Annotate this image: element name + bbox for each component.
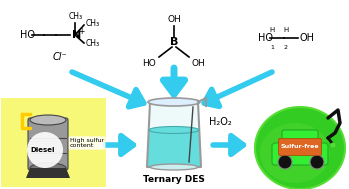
Text: H: H <box>269 27 275 33</box>
Text: 2: 2 <box>284 45 288 50</box>
FancyBboxPatch shape <box>279 139 321 156</box>
Text: CH₃: CH₃ <box>69 12 83 21</box>
Text: +: + <box>78 26 84 36</box>
Text: 1: 1 <box>270 45 274 50</box>
Text: HO: HO <box>258 33 273 43</box>
Text: High sulfur
content: High sulfur content <box>70 138 104 148</box>
Ellipse shape <box>30 163 66 173</box>
Circle shape <box>278 155 292 169</box>
Ellipse shape <box>150 164 198 170</box>
Text: OH: OH <box>300 33 315 43</box>
Text: H₂O₂: H₂O₂ <box>209 117 232 127</box>
Circle shape <box>27 132 63 168</box>
FancyBboxPatch shape <box>272 143 328 165</box>
Text: Sulfur-free: Sulfur-free <box>281 145 319 149</box>
Text: Ternary DES: Ternary DES <box>143 175 205 184</box>
Ellipse shape <box>148 98 200 106</box>
Text: OH: OH <box>192 59 206 68</box>
Text: CH₃: CH₃ <box>86 39 100 47</box>
Polygon shape <box>26 168 70 178</box>
Text: B: B <box>170 37 178 47</box>
FancyBboxPatch shape <box>1 98 106 187</box>
Ellipse shape <box>30 115 66 125</box>
Circle shape <box>331 143 335 147</box>
Polygon shape <box>147 102 201 167</box>
Ellipse shape <box>260 123 330 183</box>
Text: Diesel: Diesel <box>31 147 55 153</box>
Text: HO: HO <box>142 59 156 68</box>
FancyBboxPatch shape <box>282 130 318 148</box>
Text: Cl⁻: Cl⁻ <box>53 52 67 62</box>
FancyBboxPatch shape <box>28 118 68 170</box>
Text: CH₃: CH₃ <box>86 19 100 29</box>
Text: H: H <box>283 27 289 33</box>
Text: HO: HO <box>20 30 35 40</box>
Circle shape <box>310 155 324 169</box>
Text: OH: OH <box>167 15 181 24</box>
Ellipse shape <box>255 107 345 189</box>
Ellipse shape <box>149 126 199 133</box>
Text: N: N <box>72 30 81 40</box>
Polygon shape <box>148 130 200 166</box>
